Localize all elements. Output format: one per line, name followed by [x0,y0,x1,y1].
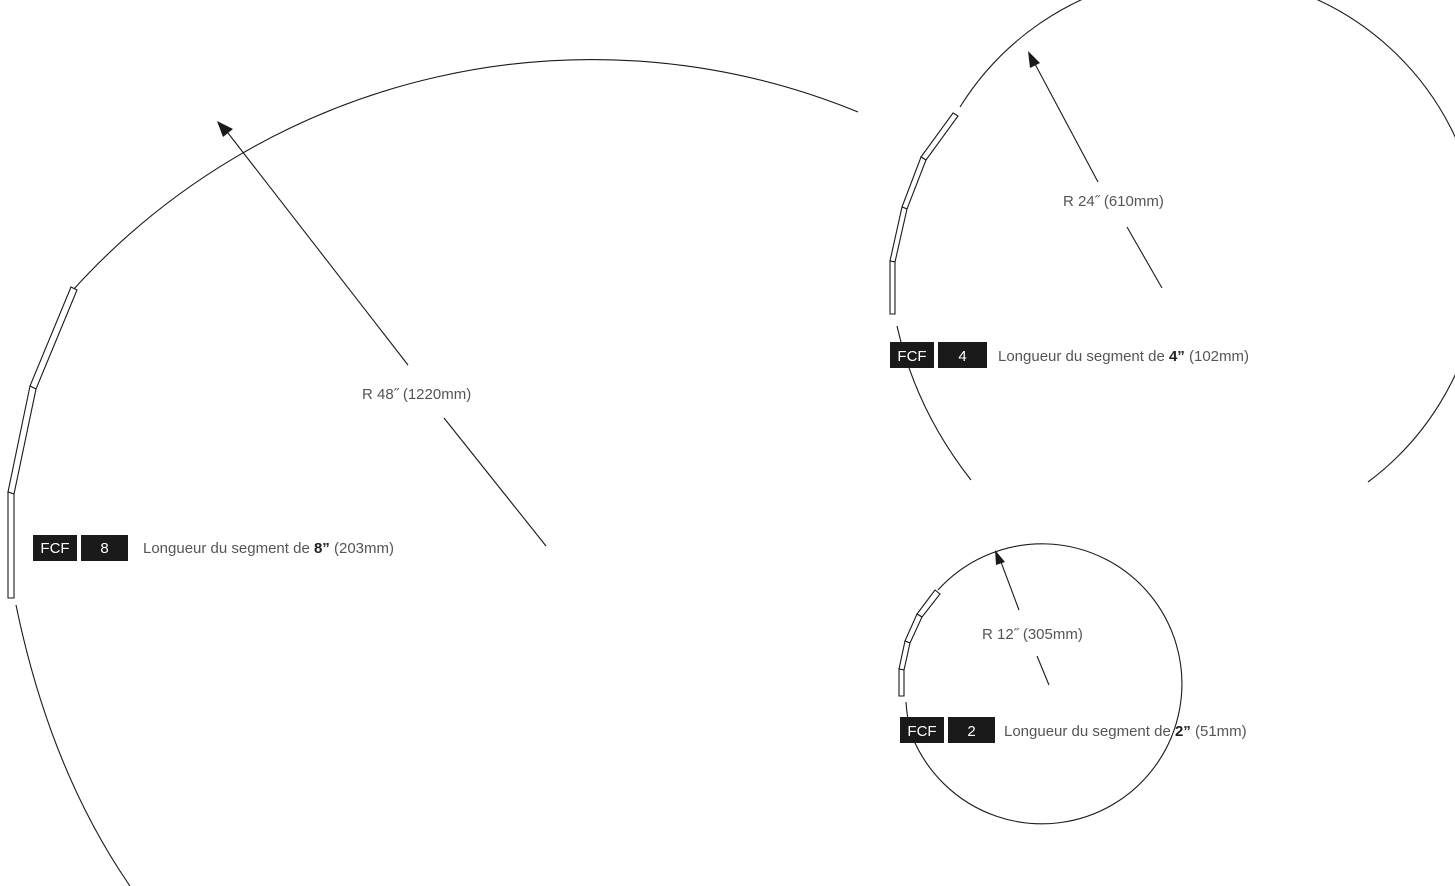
r48-caption-prefix: Longueur du segment de [143,540,314,557]
circle-r24-group: R 24˝ (610mm) FCF 4 Longueur du segment … [889,0,1455,483]
r24-caption-metric: (102mm) [1185,348,1249,365]
r24-badge-brand-box [890,342,934,368]
r24-arc [959,0,1455,483]
r12-segment-3 [898,640,911,671]
r12-badge-brand-box [900,717,944,743]
r12-segment-caption: Longueur du segment de 2” (51mm) [1004,723,1247,740]
r48-segment-2 [7,385,37,495]
r12-arrowhead [995,550,1005,565]
r48-arc-top [72,59,859,291]
r12-arc-outer [911,543,1183,825]
r24-caption-length: 4” [1169,348,1185,365]
r48-arc-bottom [15,604,131,886]
r24-segment-1 [920,112,959,161]
r12-caption-prefix: Longueur du segment de [1004,723,1175,740]
r24-arrowhead [1028,51,1040,68]
r24-badge-number: 4 [958,348,966,365]
r48-caption-metric: (203mm) [330,540,394,557]
r48-badge-brand-box [33,535,77,561]
r48-badge-number: 8 [100,540,108,557]
r12-badge-brand: FCF [907,723,936,740]
r48-badge-number-box [81,535,128,561]
circle-r12-group: R 12˝ (305mm) FCF 2 Longueur du segment … [898,543,1247,825]
r24-radius-line-lower [1126,226,1163,289]
r24-segment-2 [901,156,927,210]
r12-segment-1 [916,589,941,618]
r24-radius-label: R 24˝ (610mm) [1063,193,1164,210]
r24-badge-number-box [938,342,987,368]
r12-segment-2 [904,613,923,644]
r24-segment-caption: Longueur du segment de 4” (102mm) [998,348,1249,365]
r12-segment-4 [898,668,905,697]
r24-segment-4 [889,260,896,315]
r48-radius-line-lower [443,417,547,547]
r48-arrowhead [217,121,233,137]
r48-radius-label: R 48˝ (1220mm) [362,386,471,403]
r12-radius-line-upper [1000,561,1020,611]
r48-segment-caption: Longueur du segment de 8” (203mm) [143,540,394,557]
r12-badge-number-box [948,717,995,743]
r12-caption-metric: (51mm) [1191,723,1247,740]
r24-segment-3 [889,206,908,263]
circle-r48-group: R 48˝ (1220mm) FCF 8 Longueur du segment… [7,59,859,886]
r12-caption-length: 2” [1175,723,1191,740]
r12-badge-number: 2 [967,723,975,740]
r12-radius-label: R 12˝ (305mm) [982,626,1083,643]
r12-radius-line-lower [1036,655,1050,686]
r24-radius-line-upper [1034,63,1099,183]
r48-badge-brand: FCF [40,540,69,557]
r48-radius-line-upper [227,132,409,366]
r48-caption-length: 8” [314,540,330,557]
r48-segment-3 [7,491,15,599]
r24-badge-brand: FCF [897,348,926,365]
r48-segment-1 [29,286,78,390]
r24-caption-prefix: Longueur du segment de [998,348,1169,365]
